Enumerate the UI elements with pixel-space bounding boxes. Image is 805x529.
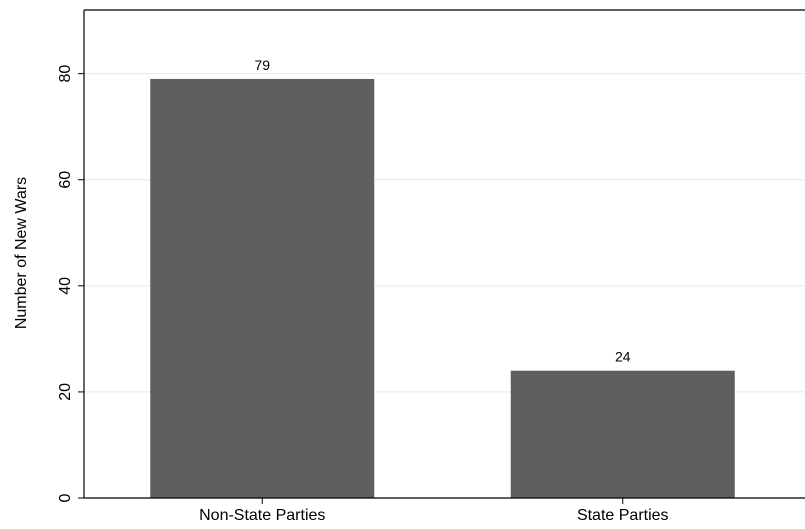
y-tick-label: 0 [57, 493, 74, 502]
x-tick-label: Non-State Parties [199, 507, 325, 524]
y-tick-label: 40 [57, 277, 74, 295]
bar-value-label: 24 [615, 349, 631, 365]
y-tick-label: 80 [57, 65, 74, 83]
x-tick-label: State Parties [577, 507, 669, 524]
bars [150, 78, 735, 499]
y-axis-title: Number of New Wars [13, 177, 30, 329]
axes: Non-State Parties State Parties 0 20 40 60 80 [57, 9, 805, 524]
y-tick-label: 20 [57, 383, 74, 401]
data-labels: 79 24 [254, 57, 630, 365]
bar [150, 78, 375, 499]
y-tick-label: 60 [57, 171, 74, 189]
bar [510, 370, 735, 498]
bar-value-label: 79 [254, 57, 270, 73]
